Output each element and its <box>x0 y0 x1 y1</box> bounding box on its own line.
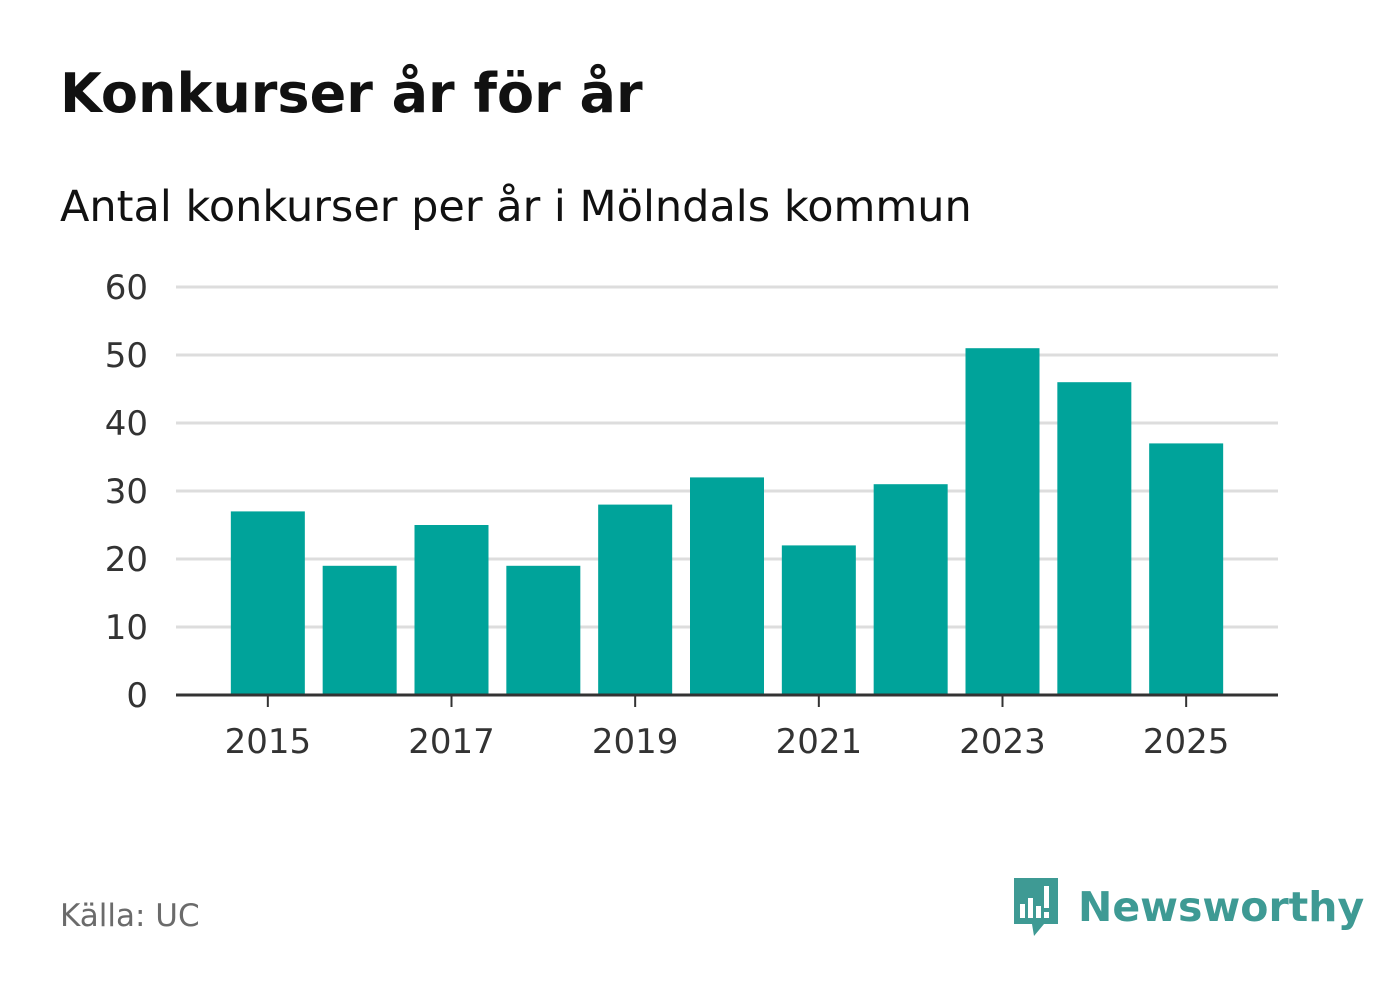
bar-2019 <box>598 504 673 695</box>
x-tick-label: 2021 <box>776 722 863 762</box>
y-tick-label: 40 <box>105 404 148 444</box>
bar-2017 <box>414 525 489 695</box>
y-tick-label: 60 <box>105 268 148 308</box>
bars <box>230 348 1224 695</box>
y-tick-label: 10 <box>105 608 148 648</box>
brand-name: Newsworthy <box>1078 883 1365 931</box>
y-tick-label: 50 <box>105 336 148 376</box>
bar-2021 <box>781 545 856 695</box>
x-tick-label: 2017 <box>408 722 495 762</box>
y-tick-label: 20 <box>105 540 148 580</box>
bar-2023 <box>965 348 1040 695</box>
tick-labels: 0 10 20 30 40 50 60 2015 2017 2019 2021 2023 2025 <box>105 268 1230 762</box>
bar-2025 <box>1149 443 1224 695</box>
bar-2024 <box>1057 382 1132 695</box>
source-note: Källa: UC <box>60 898 200 934</box>
axes <box>176 693 1278 707</box>
chart-title: Konkurser år för år <box>60 62 643 125</box>
x-tick-label: 2025 <box>1143 722 1230 762</box>
x-tick-label: 2019 <box>592 722 679 762</box>
bar-2018 <box>506 565 581 695</box>
chart-subtitle: Antal konkurser per år i Mölndals kommun <box>60 182 972 232</box>
newsworthy-chart-bubble-icon <box>1014 878 1058 936</box>
bar-2016 <box>322 565 397 695</box>
x-tick-label: 2015 <box>225 722 312 762</box>
bar-2022 <box>873 484 948 695</box>
bar-2015 <box>230 511 305 695</box>
y-tick-label: 0 <box>126 676 148 716</box>
brand-logo: Newsworthy <box>1010 874 1364 940</box>
bar-2020 <box>690 477 764 695</box>
y-tick-label: 30 <box>105 472 148 512</box>
x-tick-label: 2023 <box>959 722 1046 762</box>
